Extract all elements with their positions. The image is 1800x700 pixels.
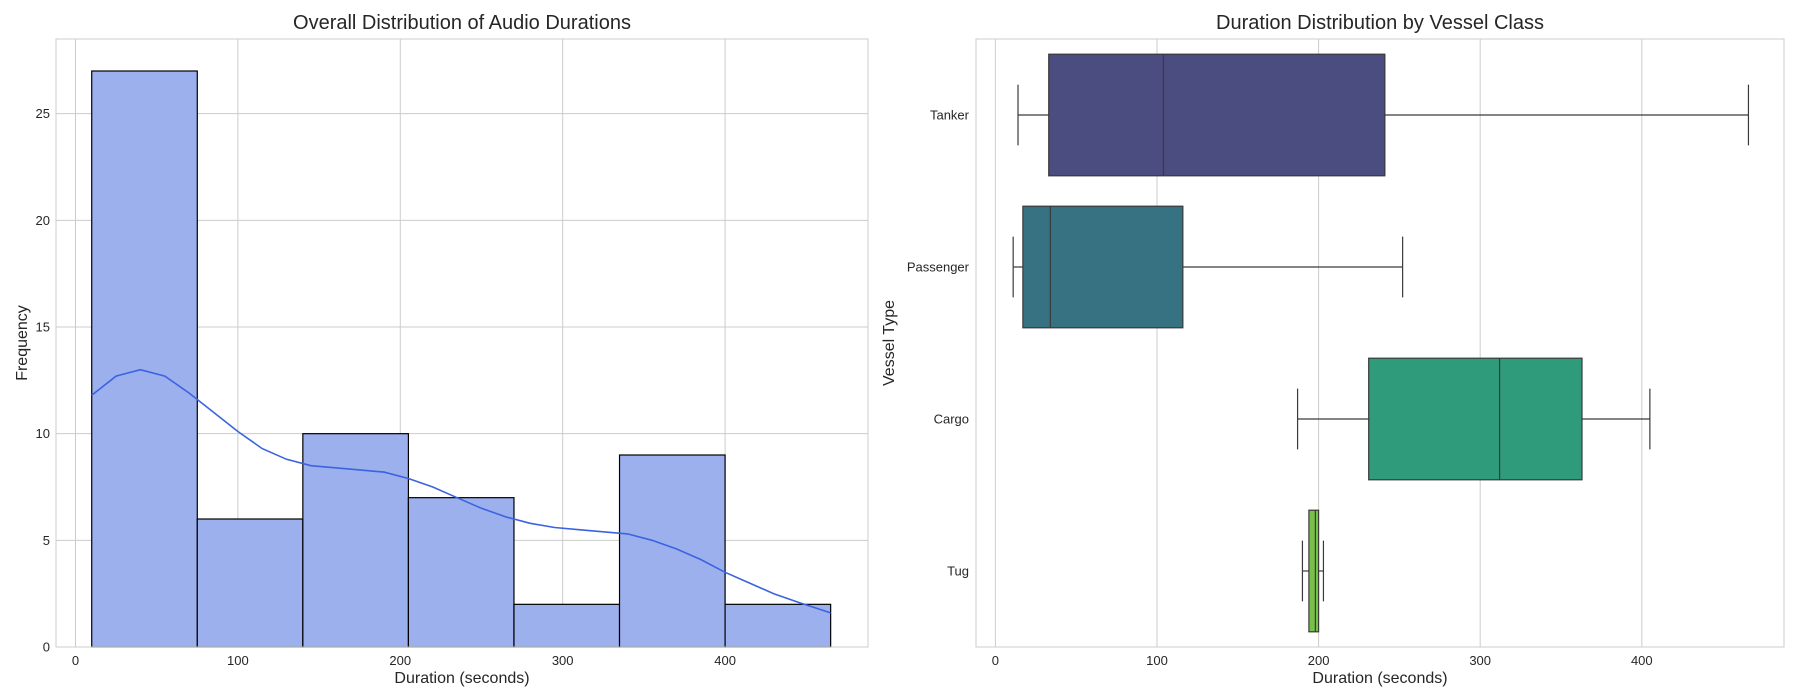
histogram-y-tick-label: 20 [36, 213, 50, 228]
histogram-y-tick-label: 5 [43, 533, 50, 548]
boxplot-x-tick-label: 200 [1308, 653, 1330, 668]
histogram-y-tick-label: 25 [36, 106, 50, 121]
boxplot-panel: Duration Distribution by Vessel Class 0 1… [881, 12, 1785, 687]
histogram-bars [91, 70, 832, 648]
histogram-bar [91, 70, 198, 648]
histogram-y-axis-label: Frequency [14, 305, 31, 381]
histogram-y-tick-label: 15 [36, 320, 50, 335]
histogram-frame [55, 38, 869, 648]
histogram-bar [513, 603, 621, 648]
boxplot-x-tick-label: 300 [1469, 653, 1491, 668]
boxplot-x-tick-label: 400 [1631, 653, 1653, 668]
category-label-cargo: Cargo [934, 412, 969, 427]
boxplot-boxes [1012, 53, 1750, 633]
histogram-bar [407, 497, 515, 648]
kde-curve [91, 368, 831, 614]
box-tug [1308, 509, 1320, 633]
histogram-x-tick-label: 400 [714, 653, 736, 668]
boxplot-x-axis-label: Duration (seconds) [1312, 670, 1447, 687]
box-tanker [1048, 53, 1386, 177]
boxplot-category-labels: Tanker Passenger Cargo Tug [907, 108, 970, 579]
histogram-panel: Overall Distribution of Audio Durations … [14, 12, 869, 687]
histogram-y-ticks: 0 5 10 15 20 25 [36, 106, 50, 654]
boxplot-frame [975, 38, 1785, 648]
histogram-bar [618, 454, 726, 648]
boxplot-title: Duration Distribution by Vessel Class [1216, 12, 1544, 34]
histogram-bar [196, 518, 304, 648]
histogram-x-ticks: 0 100 200 300 400 [72, 653, 736, 668]
category-label-passenger: Passenger [907, 260, 970, 275]
histogram-x-axis-label: Duration (seconds) [394, 670, 529, 687]
histogram-bar [724, 603, 832, 648]
histogram-x-tick-label: 0 [72, 653, 79, 668]
histogram-x-tick-label: 100 [227, 653, 249, 668]
category-label-tanker: Tanker [930, 108, 970, 123]
boxplot-x-tick-label: 100 [1146, 653, 1168, 668]
histogram-y-tick-label: 10 [36, 426, 50, 441]
category-label-tug: Tug [947, 564, 969, 579]
histogram-y-tick-label: 0 [43, 640, 50, 655]
boxplot-x-tick-label: 0 [992, 653, 999, 668]
box-cargo [1368, 357, 1583, 481]
histogram-x-tick-label: 300 [552, 653, 574, 668]
boxplot-x-ticks: 0 100 200 300 400 [992, 653, 1653, 668]
boxplot-y-axis-label: Vessel Type [881, 300, 898, 386]
histogram-x-tick-label: 200 [389, 653, 411, 668]
histogram-title: Overall Distribution of Audio Durations [293, 12, 631, 34]
box-passenger [1022, 205, 1184, 329]
